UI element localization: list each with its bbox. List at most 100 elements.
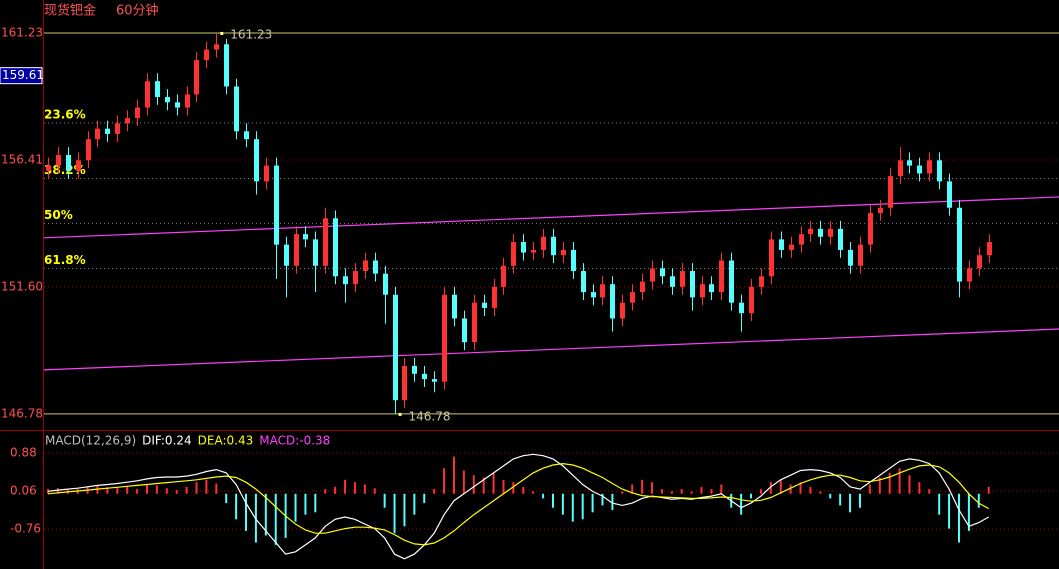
y-tick-label: 0.06 (10, 483, 37, 497)
macd-line (47, 462, 989, 546)
candle-body (670, 276, 675, 287)
candle-body (373, 260, 378, 274)
candle-body (155, 81, 160, 98)
candle-body (402, 365, 407, 401)
current-price-box (0, 67, 43, 85)
indicator-header: DIF:0.24 (142, 434, 192, 448)
candle-body (363, 260, 368, 272)
candle-body (907, 160, 912, 166)
candle-body (630, 292, 635, 303)
candle-body (828, 228, 833, 237)
candle-body (511, 242, 516, 266)
indicator-header: DEA:0.43 (198, 434, 254, 448)
candle-body (194, 60, 199, 95)
candle-body (769, 239, 774, 277)
candle-body (561, 249, 566, 256)
candle-body (759, 276, 764, 287)
candle-body (690, 271, 695, 298)
candle-body (313, 239, 318, 266)
chart-subtitle: 60分钟 (116, 3, 159, 19)
fib-label: 61.8% (44, 253, 86, 267)
candle-body (680, 271, 685, 287)
candle-body (987, 242, 992, 256)
candle-body (799, 234, 804, 245)
chart-title: 现货钯金 (44, 3, 96, 19)
candle-body (501, 265, 506, 287)
fib-label: 38.2% (44, 163, 86, 177)
candle-body (729, 260, 734, 303)
candle-body (977, 255, 982, 269)
candle-body (650, 268, 655, 282)
candle-body (343, 276, 348, 285)
candle-body (917, 165, 922, 174)
candle-body (739, 302, 744, 314)
candle-body (115, 123, 120, 134)
candle-body (640, 281, 645, 293)
y-tick-label: 161.23 (1, 25, 43, 39)
candle-body (56, 155, 61, 166)
candle-body (551, 236, 556, 256)
candle-body (957, 207, 962, 282)
candle-body (105, 128, 110, 134)
candle-body (412, 365, 417, 374)
indicator-header: MACD(12,26,9) (45, 434, 136, 448)
candle-body (125, 118, 130, 124)
high-marker (220, 31, 224, 35)
candle-body (482, 302, 487, 308)
candle-body (86, 139, 91, 161)
candle-body (620, 302, 625, 319)
candle-body (353, 271, 358, 285)
y-tick-label: 0.88 (10, 445, 37, 459)
candle-body (472, 302, 477, 343)
fib-label: 23.6% (44, 107, 86, 121)
candle-body (898, 160, 903, 177)
candle-body (838, 228, 843, 250)
high-annotation: 161.23 (230, 27, 272, 41)
candle-body (927, 160, 932, 174)
candle-body (789, 244, 794, 250)
candle-body (95, 128, 100, 140)
candle-body (947, 181, 952, 208)
candle-body (888, 176, 893, 208)
candle-body (749, 286, 754, 314)
candle-body (521, 242, 526, 253)
candle-body (591, 292, 596, 298)
candle-body (818, 228, 823, 237)
candle-body (571, 249, 576, 272)
y-tick-label: 156.41 (1, 153, 43, 167)
candle-body (422, 373, 427, 380)
candle-body (244, 131, 249, 140)
candle-body (284, 244, 289, 266)
candle-body (224, 44, 229, 87)
low-annotation: 146.78 (409, 409, 451, 423)
candle-body (581, 271, 586, 293)
fib-label: 50% (44, 208, 73, 222)
candle-body (541, 236, 546, 250)
candle-body (185, 94, 190, 108)
candle-body (868, 213, 873, 245)
candle-body (303, 234, 308, 240)
candle-body (165, 97, 170, 103)
candle-body (779, 239, 784, 250)
candle-body (294, 234, 299, 266)
candle-body (967, 268, 972, 282)
candle-body (76, 160, 81, 171)
candle-body (442, 294, 447, 382)
macd-line (47, 453, 989, 560)
candle-body (610, 284, 615, 319)
candle-body (46, 165, 51, 171)
candle-body (66, 155, 71, 171)
candle-body (848, 249, 853, 266)
candle-body (808, 228, 813, 235)
candle-body (234, 86, 239, 132)
low-marker (398, 412, 402, 416)
candle-body (254, 139, 259, 182)
indicator-header: MACD:-0.38 (259, 434, 330, 448)
candle-body (214, 44, 219, 50)
y-tick-label: -0.76 (10, 522, 41, 536)
candle-body (531, 249, 536, 253)
candle-body (323, 218, 328, 266)
candle-body (709, 284, 714, 293)
